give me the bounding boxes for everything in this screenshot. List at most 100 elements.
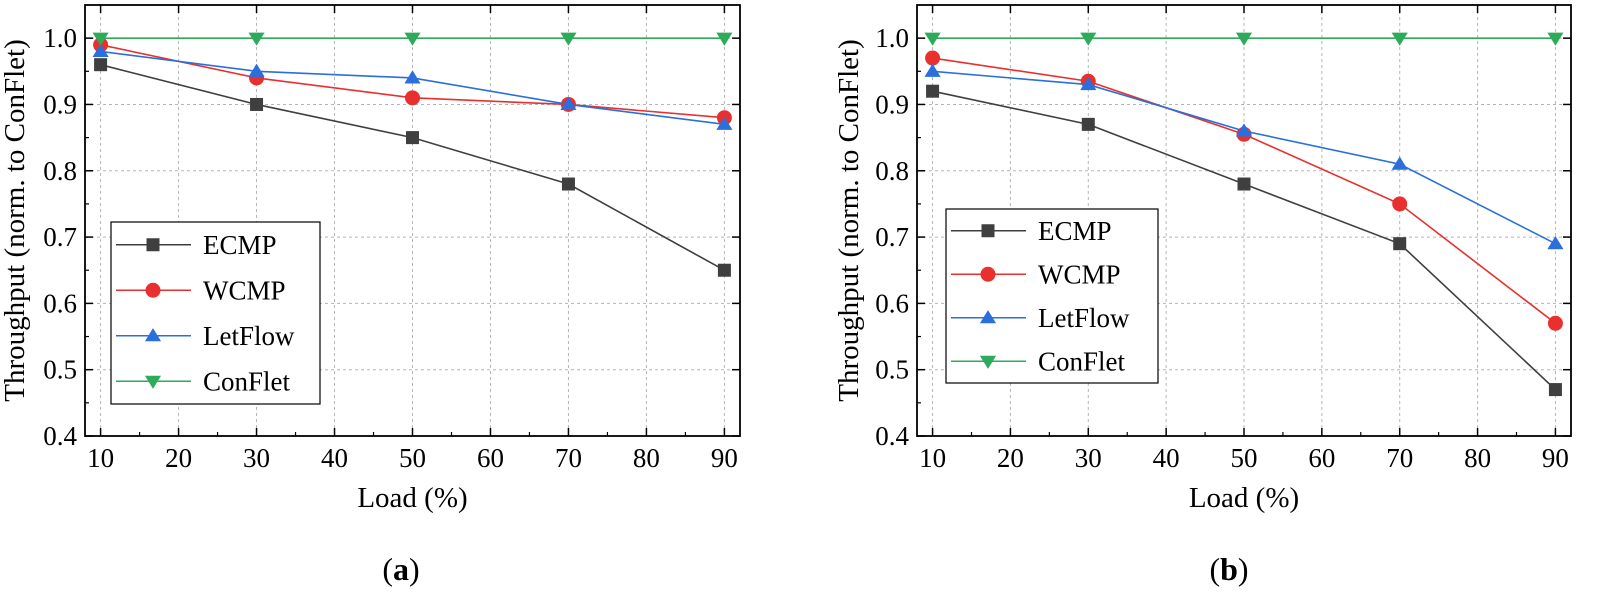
y-tick-label: 0.5: [875, 355, 909, 385]
data-point: [716, 116, 733, 130]
legend-entry-letflow: LetFlow: [951, 303, 1130, 333]
legend-entry-wcmp: WCMP: [116, 275, 286, 305]
legend: ECMP WCMP LetFlow ConFlet: [110, 221, 321, 405]
data-point: [1392, 196, 1408, 212]
legend-label: LetFlow: [1038, 303, 1130, 333]
legend-marker: [979, 310, 997, 324]
x-tick-label: 40: [1153, 443, 1180, 473]
x-tick-label: 40: [321, 443, 348, 473]
x-tick-label: 10: [87, 443, 114, 473]
data-point: [1393, 237, 1407, 251]
data-point: [1391, 156, 1408, 170]
legend-entry-conflet: ConFlet: [116, 366, 291, 396]
data-point: [1235, 32, 1253, 46]
panel-caption: (b): [1209, 551, 1248, 587]
series-conflet: [924, 32, 1564, 46]
series-ecmp: [926, 84, 1562, 397]
chart-panel-a: 10 20 30 40 50 60 70 80 90 0.4 0.5 0.6 0.7 0.8 0.9 1.0 L…: [0, 4, 741, 587]
legend-label: WCMP: [1038, 259, 1121, 289]
y-tick-label: 0.7: [43, 222, 77, 252]
legend-label: ECMP: [1038, 216, 1112, 246]
y-tick-label: 0.6: [875, 288, 909, 318]
y-tick-label: 0.9: [43, 89, 77, 119]
data-point: [1080, 32, 1097, 46]
legend-entry-ecmp: ECMP: [116, 230, 277, 260]
series-letflow: [924, 63, 1564, 250]
legend: ECMP WCMP LetFlow ConFlet: [945, 208, 1159, 384]
y-tick-label: 1.0: [875, 23, 909, 53]
x-tick-label: 50: [399, 443, 426, 473]
data-point: [250, 97, 264, 111]
data-point: [1547, 32, 1564, 46]
data-point: [1548, 383, 1562, 397]
legend-label: WCMP: [203, 275, 286, 305]
y-tick-label: 0.5: [43, 355, 77, 385]
y-tick-label: 0.6: [43, 288, 77, 318]
legend-entry-conflet: ConFlet: [951, 346, 1126, 376]
y-axis-title: Throughput (norm. to ConFlet): [833, 39, 865, 401]
data-point: [248, 63, 265, 77]
data-point: [1237, 177, 1251, 191]
panel-caption: (a): [382, 551, 419, 587]
data-point: [560, 96, 577, 111]
legend-label: ECMP: [203, 230, 277, 260]
y-tick-label: 0.4: [43, 421, 77, 451]
data-point: [1391, 32, 1408, 46]
y-tick-label: 1.0: [43, 23, 77, 53]
legend-marker: [144, 375, 162, 389]
x-tick-label: 50: [1231, 443, 1258, 473]
x-tick-label: 30: [1075, 443, 1102, 473]
data-point: [1235, 123, 1253, 137]
x-tick-label: 90: [1542, 443, 1569, 473]
data-point: [406, 131, 419, 145]
data-point: [404, 32, 421, 46]
x-tick-label: 80: [1464, 443, 1491, 473]
legend-box: [945, 208, 1159, 384]
x-tick-label: 90: [711, 443, 738, 473]
x-axis-title: Load (%): [1189, 482, 1299, 514]
legend-marker: [979, 355, 997, 369]
legend-label: ConFlet: [203, 366, 291, 396]
data-point: [92, 43, 109, 57]
y-tick-label: 0.8: [875, 156, 909, 186]
data-point: [94, 58, 108, 72]
series-ecmp: [94, 58, 731, 277]
x-tick-label: 20: [997, 443, 1024, 473]
data-point: [1081, 117, 1095, 131]
legend-marker: [145, 282, 161, 298]
data-point: [92, 32, 109, 46]
data-point: [716, 32, 733, 46]
legend-box: [110, 221, 321, 405]
legend-marker: [980, 266, 996, 282]
legend-label: LetFlow: [203, 321, 295, 351]
y-tick-label: 0.7: [875, 222, 909, 252]
series-letflow: [92, 43, 733, 130]
x-tick-label: 10: [919, 443, 946, 473]
y-tick-label: 0.4: [875, 421, 909, 451]
x-tick-label: 80: [633, 443, 660, 473]
data-point: [1547, 236, 1564, 250]
legend-marker: [146, 238, 160, 252]
data-point: [924, 32, 941, 46]
legend-entry-wcmp: WCMP: [951, 259, 1121, 289]
x-tick-label: 60: [1308, 443, 1335, 473]
data-point: [926, 84, 940, 98]
legend-marker: [981, 224, 995, 238]
data-point: [717, 263, 731, 277]
legend-marker: [144, 328, 162, 342]
x-tick-label: 60: [477, 443, 504, 473]
series-conflet: [92, 32, 733, 46]
data-point: [924, 63, 941, 77]
chart-panel-b: 10 20 30 40 50 60 70 80 90 0.4 0.5 0.6 0.7 0.8 0.9 1.0 L…: [833, 4, 1572, 587]
data-point: [925, 50, 941, 66]
data-point: [404, 70, 421, 84]
y-tick-label: 0.9: [875, 89, 909, 119]
legend-entry-ecmp: ECMP: [951, 216, 1112, 246]
x-tick-label: 70: [555, 443, 582, 473]
data-point: [560, 32, 577, 46]
x-axis-title: Load (%): [357, 482, 467, 514]
y-axis-title: Throughput (norm. to ConFlet): [0, 39, 31, 401]
data-point: [248, 32, 265, 46]
x-tick-label: 70: [1386, 443, 1413, 473]
